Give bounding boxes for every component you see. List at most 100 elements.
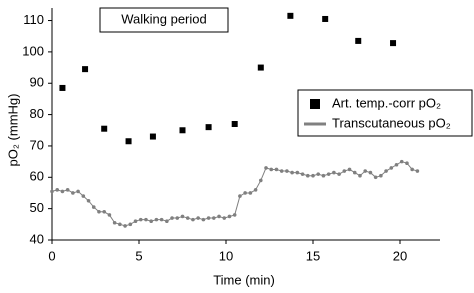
point	[185, 216, 190, 220]
point	[165, 219, 169, 223]
point	[295, 170, 300, 175]
point	[248, 191, 253, 195]
point	[71, 191, 75, 195]
point	[259, 178, 263, 183]
marker	[257, 64, 264, 71]
point	[154, 217, 159, 222]
y-tick-label: 50	[30, 200, 44, 215]
point	[269, 167, 274, 172]
point	[337, 172, 341, 176]
legend-label: Art. temp.-corr pO₂	[332, 95, 441, 110]
marker	[149, 133, 156, 140]
point	[347, 167, 352, 172]
point	[389, 166, 394, 170]
point	[332, 170, 336, 175]
annotation: Walking period	[121, 11, 207, 26]
point	[405, 161, 409, 165]
point	[358, 173, 362, 178]
point	[217, 214, 221, 219]
point	[128, 222, 133, 227]
point	[102, 209, 106, 214]
point	[81, 194, 86, 198]
point	[373, 175, 378, 180]
point	[253, 188, 258, 192]
x-tick-label: 20	[393, 248, 407, 263]
legend-label: Transcutaneous pO₂	[332, 115, 451, 130]
point	[384, 169, 388, 173]
marker	[355, 37, 362, 44]
point	[76, 189, 80, 194]
y-tick-label: 70	[30, 137, 44, 152]
marker	[205, 124, 212, 131]
point	[60, 189, 65, 194]
point	[159, 217, 164, 222]
point	[316, 172, 321, 176]
x-tick-label: 10	[219, 248, 233, 263]
point	[238, 194, 242, 198]
point	[352, 170, 357, 175]
point	[212, 216, 216, 220]
marker	[125, 138, 132, 145]
point	[326, 172, 331, 176]
point	[65, 188, 70, 192]
point	[138, 217, 143, 222]
point	[379, 173, 383, 178]
point	[279, 169, 284, 173]
marker	[101, 125, 108, 132]
y-tick-label: 80	[30, 106, 44, 121]
point	[264, 166, 268, 170]
point	[311, 173, 315, 178]
point	[149, 219, 153, 223]
x-tick-label: 15	[306, 248, 320, 263]
point	[227, 214, 232, 219]
marker	[390, 40, 397, 47]
point	[144, 217, 148, 222]
legend-marker	[310, 99, 320, 109]
y-tick-label: 90	[30, 75, 44, 90]
point	[50, 189, 54, 194]
point	[86, 199, 91, 203]
point	[305, 173, 310, 178]
point	[107, 213, 112, 217]
point	[201, 217, 206, 222]
marker	[59, 84, 66, 91]
marker	[287, 12, 294, 19]
point	[243, 191, 247, 195]
marker	[231, 121, 238, 127]
annotation-box	[99, 7, 229, 33]
legend	[297, 89, 473, 137]
point	[175, 216, 180, 220]
point	[133, 219, 138, 223]
point	[363, 169, 368, 173]
x-tick-label: 0	[48, 248, 55, 263]
point	[170, 216, 174, 220]
marker	[322, 15, 329, 22]
point	[410, 167, 414, 172]
point	[399, 159, 404, 164]
x-tick-label: 5	[135, 248, 142, 263]
point	[206, 216, 211, 220]
point	[290, 170, 294, 175]
y-axis-title: pO₂ (mmHg)	[5, 94, 20, 167]
marker	[179, 127, 186, 134]
point	[415, 169, 420, 173]
point	[112, 220, 117, 225]
y-tick-label: 100	[22, 43, 44, 58]
point	[368, 170, 373, 175]
x-axis-title: Time (min)	[213, 272, 275, 287]
point	[91, 205, 96, 209]
point	[300, 172, 305, 176]
y-tick-label: 110	[23, 12, 44, 27]
point	[123, 224, 127, 228]
point	[97, 209, 101, 214]
y-tick-label: 60	[30, 169, 44, 184]
y-tick-label: 40	[30, 231, 44, 246]
point	[55, 188, 60, 192]
point	[180, 214, 185, 219]
point	[232, 213, 237, 217]
point	[321, 173, 326, 178]
point	[274, 167, 279, 172]
marker	[82, 66, 89, 73]
point	[285, 169, 289, 173]
point	[191, 217, 195, 222]
